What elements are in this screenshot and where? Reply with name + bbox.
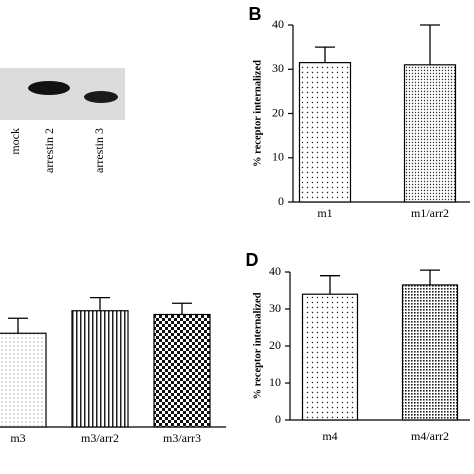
y-tick-label: 0 [278,194,284,208]
bar [153,313,211,428]
error-bar [420,269,440,285]
error-bar [172,302,192,315]
y-axis-label: % receptor internalized [252,60,263,167]
bar [301,293,359,421]
bar [403,64,457,203]
lane-label: mock [8,128,22,155]
error-bar [90,296,110,311]
y-tick-label: 30 [272,61,284,75]
y-tick-label: 40 [269,264,281,278]
western-blot [0,68,125,120]
y-tick-label: 0 [275,412,281,426]
x-tick-label: m4 [322,429,337,443]
y-tick-label: 20 [272,105,284,119]
error-bar [315,46,335,63]
bar [0,332,47,428]
y-tick-label: 10 [269,375,281,389]
bar [71,310,129,428]
bar [298,62,352,203]
error-bar [8,317,28,334]
y-tick-label: 30 [269,301,281,315]
panel-label: B [249,4,262,24]
y-tick-label: 20 [269,338,281,352]
y-axis-label: % receptor internalized [252,292,263,399]
x-tick-label: m1 [317,206,332,220]
x-tick-label: m1/arr2 [411,206,449,220]
bar [401,284,459,421]
lane-label: arrestin 3 [92,128,106,173]
lane-label: arrestin 2 [42,128,56,173]
x-tick-label: m3 [10,431,25,445]
y-tick-label: 10 [272,150,284,164]
error-bar [420,24,440,65]
x-tick-label: m4/arr2 [411,429,449,443]
error-bar [320,275,340,295]
x-tick-label: m3/arr3 [163,431,201,445]
y-tick-label: 40 [272,17,284,31]
x-tick-label: m3/arr2 [81,431,119,445]
panel-label: D [246,250,259,270]
